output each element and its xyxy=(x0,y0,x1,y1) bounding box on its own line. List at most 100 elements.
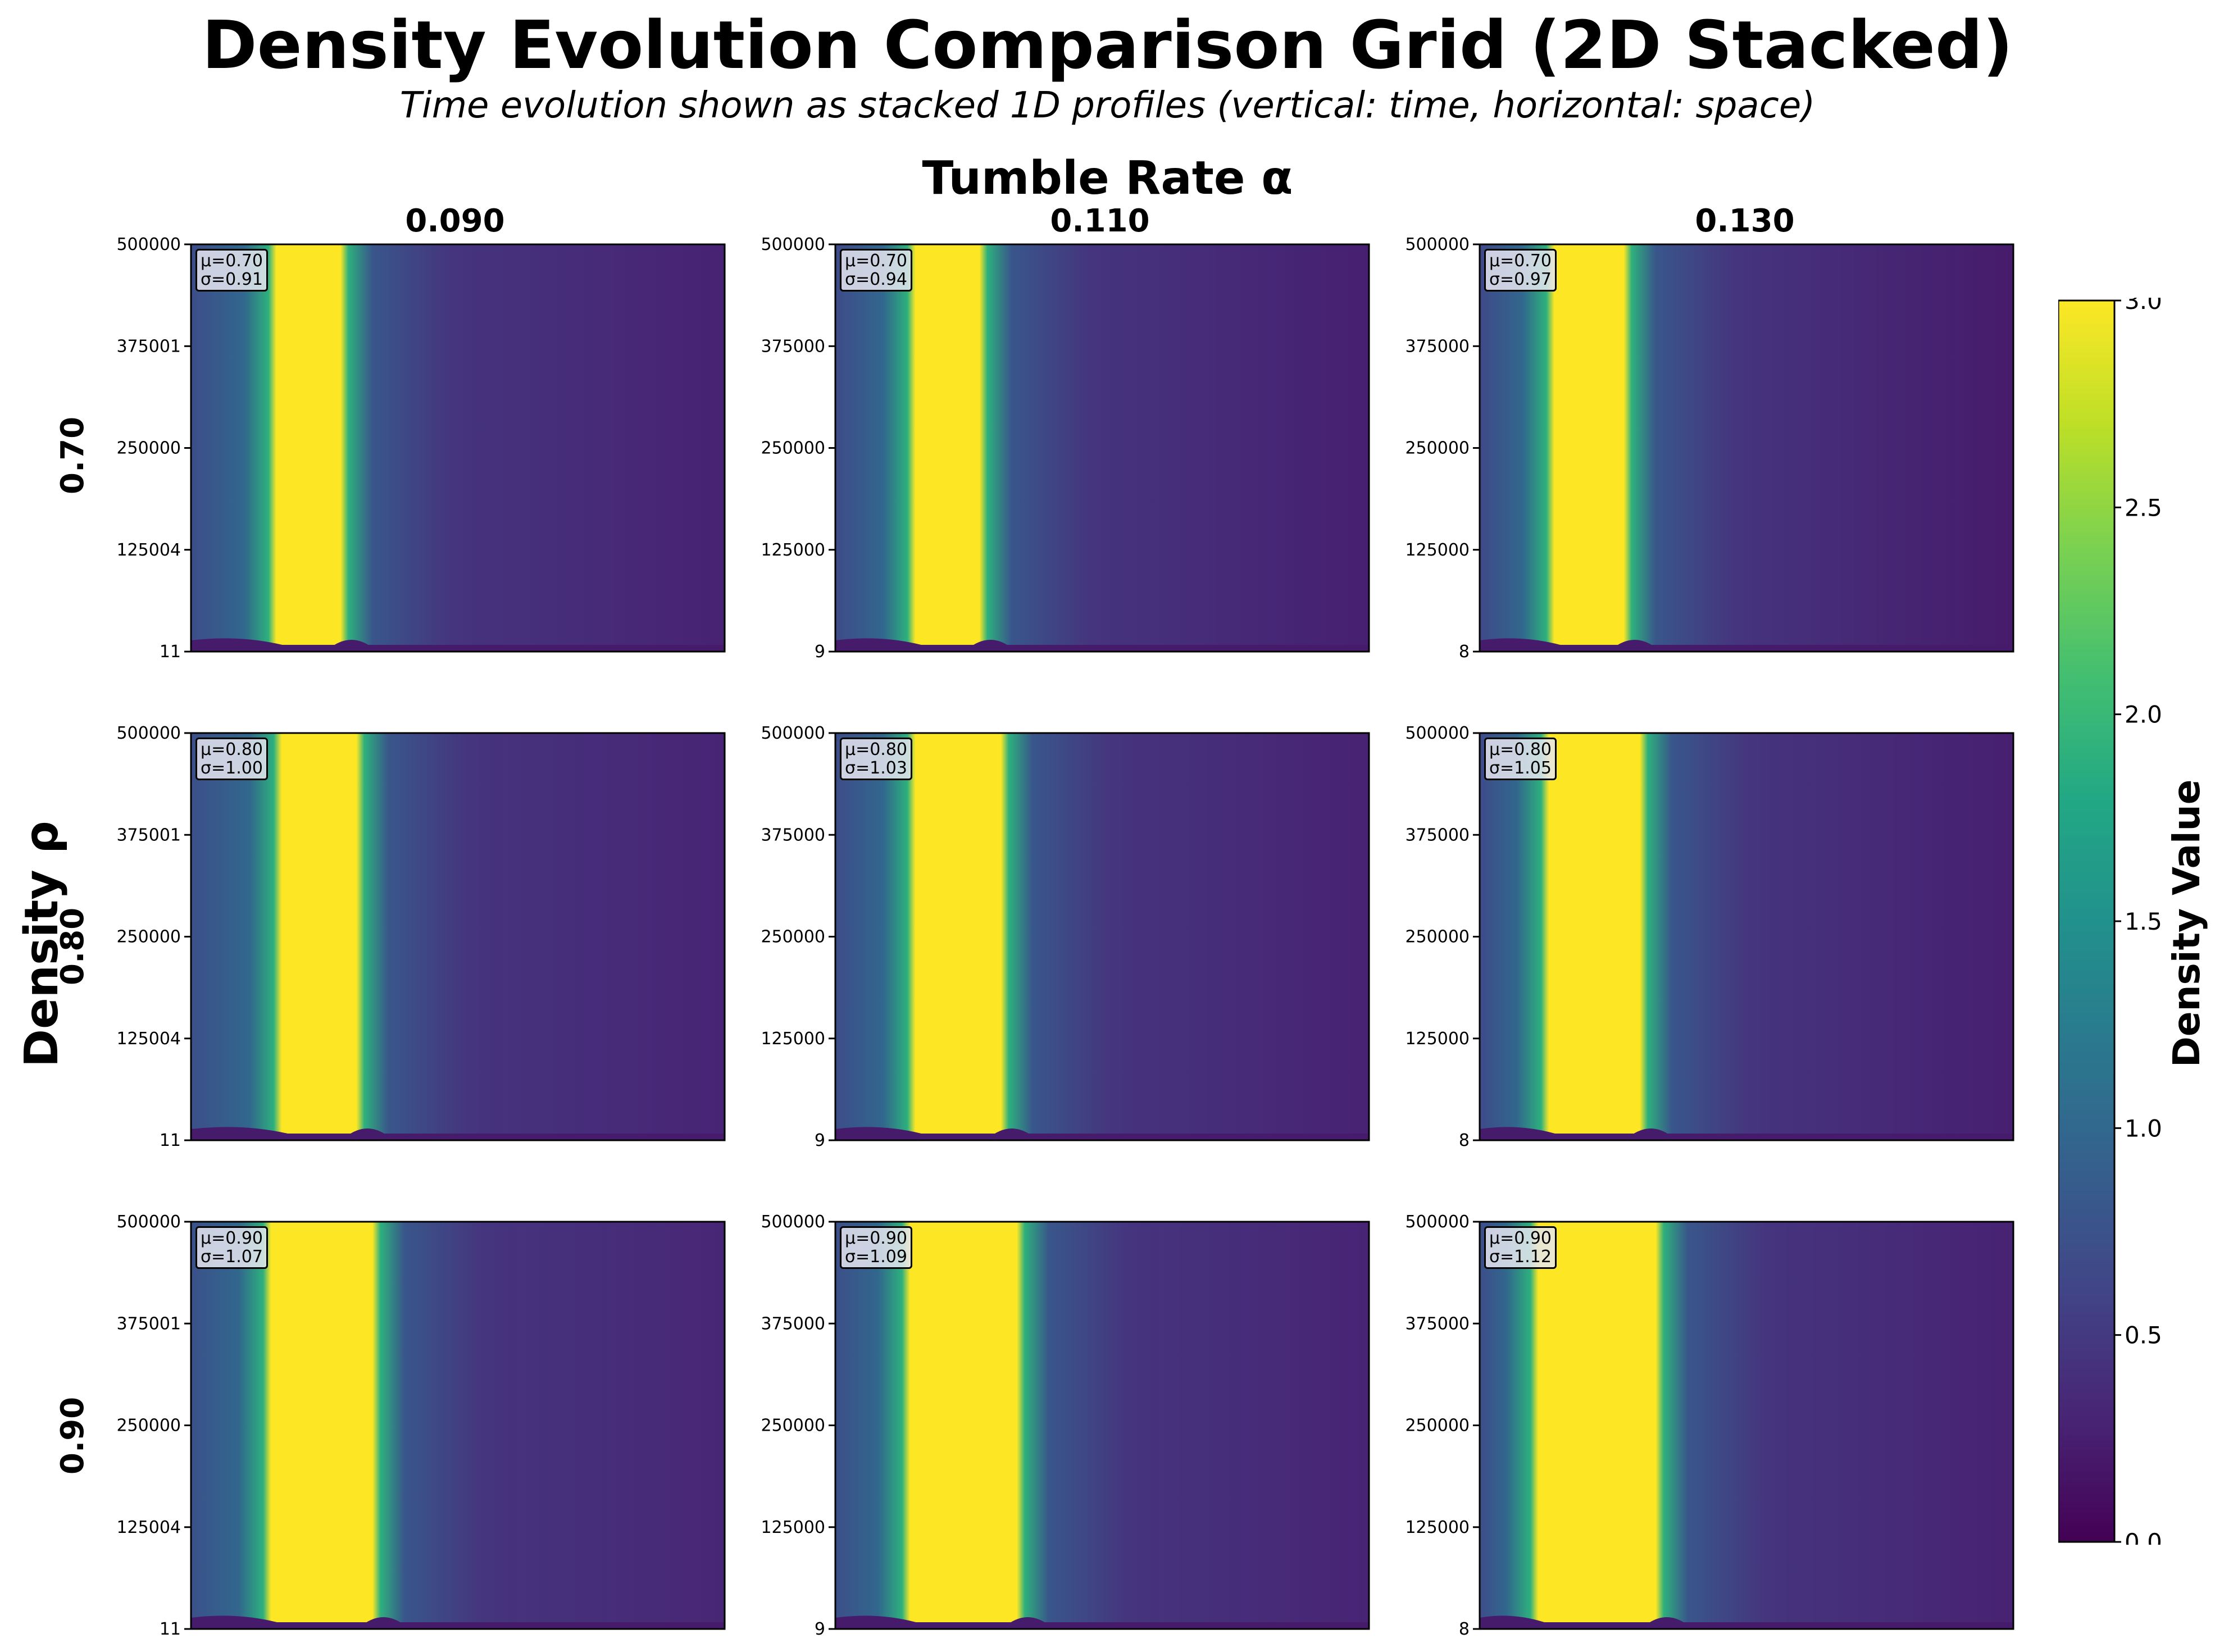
stats-sigma: σ=0.91 xyxy=(201,270,263,289)
stats-sigma: σ=0.94 xyxy=(845,270,907,289)
ytick-label: 8 xyxy=(1459,1131,1470,1150)
initial-profile xyxy=(835,638,1369,652)
heatmap-svg: 11 125004 250000 375001 500000 xyxy=(116,723,726,1150)
ytick-label: 500000 xyxy=(116,235,181,254)
colorbar-tick-label: 0.0 xyxy=(2125,1528,2162,1545)
ytick-label: 125004 xyxy=(116,1518,181,1537)
ytick-label: 250000 xyxy=(1405,439,1470,458)
stats-box: μ=0.90 σ=1.07 xyxy=(195,1226,269,1269)
ytick-label: 250000 xyxy=(116,439,181,458)
colorbar-tick-label: 1.0 xyxy=(2125,1114,2162,1142)
colorbar-gradient xyxy=(2057,299,2116,1543)
ytick-label: 375001 xyxy=(116,336,181,356)
ytick-label: 125000 xyxy=(1405,540,1470,560)
stats-sigma: σ=1.03 xyxy=(845,758,907,778)
ytick-label: 375000 xyxy=(1405,336,1470,356)
ytick-label: 375000 xyxy=(1405,1314,1470,1334)
stats-box: μ=0.90 σ=1.09 xyxy=(840,1226,913,1269)
ytick-label: 125004 xyxy=(116,540,181,560)
stats-mu: μ=0.80 xyxy=(201,740,263,759)
ytick-label: 250000 xyxy=(761,927,825,947)
ytick-label: 125000 xyxy=(1405,1029,1470,1049)
heatmap-svg: 8 125000 250000 375000 500000 xyxy=(1405,235,2014,662)
heatmap-svg: 11 125004 250000 375001 500000 xyxy=(116,1212,726,1639)
stats-mu: μ=0.90 xyxy=(845,1228,908,1248)
row-title-1: 0.80 xyxy=(54,907,91,985)
figure-title: Density Evolution Comparison Grid (2D St… xyxy=(202,6,2013,84)
heatmap-field xyxy=(191,1222,725,1629)
stats-sigma: σ=1.09 xyxy=(845,1247,907,1267)
ytick-label: 375000 xyxy=(761,825,825,845)
heatmap-svg: 8 125000 250000 375000 500000 xyxy=(1405,723,2014,1150)
ytick-label: 375001 xyxy=(116,825,181,845)
ytick-label: 375000 xyxy=(761,1314,825,1334)
ytick-label: 500000 xyxy=(761,723,825,743)
heatmap-field xyxy=(1480,1222,2013,1629)
colorbar-tick-label: 2.5 xyxy=(2125,494,2162,521)
stats-box: μ=0.80 σ=1.05 xyxy=(1484,738,1557,780)
colorbar-svg: 0.0 0.5 1.0 1.5 2.0 2.5 3.0 xyxy=(2057,287,2162,1556)
heatmap-field xyxy=(1480,733,2013,1140)
column-title-1: 0.110 xyxy=(1050,203,1150,239)
ytick-label: 500000 xyxy=(1405,235,1470,254)
stats-box: μ=0.80 σ=1.00 xyxy=(195,738,269,780)
stats-mu: μ=0.70 xyxy=(201,251,263,271)
ytick-label: 125000 xyxy=(1405,1518,1470,1537)
heatmap-field xyxy=(1480,244,2013,652)
heatmap-field xyxy=(835,244,1369,652)
initial-profile xyxy=(1480,638,2013,652)
heatmap-panel: 8 125000 250000 375000 500000 μ=0.90 σ=1.12 xyxy=(1405,1212,2014,1639)
stats-sigma: σ=1.00 xyxy=(201,758,263,778)
initial-profile xyxy=(191,1615,725,1629)
initial-profile xyxy=(835,1615,1369,1629)
ytick-label: 375000 xyxy=(761,336,825,356)
heatmap-panel: 8 125000 250000 375000 500000 μ=0.70 σ=0.97 xyxy=(1405,235,2014,662)
ytick-label: 500000 xyxy=(761,235,825,254)
column-super-label: Tumble Rate α xyxy=(922,152,1293,205)
heatmap-svg: 9 125000 250000 375000 500000 xyxy=(761,235,1370,662)
heatmap-panel: 11 125004 250000 375001 500000 μ=0.80 σ=1.00 xyxy=(116,723,726,1150)
ytick-label: 500000 xyxy=(761,1212,825,1232)
ytick-label: 375001 xyxy=(116,1314,181,1334)
ytick-label: 11 xyxy=(160,1619,181,1639)
heatmap-field xyxy=(191,244,725,652)
ytick-label: 125004 xyxy=(116,1029,181,1049)
stats-box: μ=0.90 σ=1.12 xyxy=(1484,1226,1557,1269)
ytick-label: 9 xyxy=(815,642,825,662)
ytick-label: 500000 xyxy=(1405,723,1470,743)
heatmap-panel: 8 125000 250000 375000 500000 μ=0.80 σ=1.05 xyxy=(1405,723,2014,1150)
stats-mu: μ=0.80 xyxy=(845,740,908,759)
stats-box: μ=0.70 σ=0.97 xyxy=(1484,249,1557,292)
ytick-label: 250000 xyxy=(1405,1416,1470,1436)
ytick-label: 9 xyxy=(815,1619,825,1639)
ytick-label: 250000 xyxy=(116,1416,181,1436)
stats-mu: μ=0.90 xyxy=(1489,1228,1552,1248)
heatmap-panel: 11 125004 250000 375001 500000 μ=0.70 σ=0.91 xyxy=(116,235,726,662)
ytick-label: 250000 xyxy=(761,439,825,458)
colorbar-tick-label: 0.5 xyxy=(2125,1322,2162,1349)
initial-profile xyxy=(835,1127,1369,1140)
stats-sigma: σ=1.07 xyxy=(201,1247,263,1267)
initial-profile xyxy=(1480,1127,2013,1140)
colorbar: 0.0 0.5 1.0 1.5 2.0 2.5 3.0 xyxy=(2057,287,2187,1556)
ytick-label: 11 xyxy=(160,642,181,662)
heatmap-panel: 9 125000 250000 375000 500000 μ=0.90 σ=1.09 xyxy=(761,1212,1370,1639)
ytick-label: 8 xyxy=(1459,1619,1470,1639)
colorbar-tick-label: 3.0 xyxy=(2125,298,2162,315)
stats-sigma: σ=1.05 xyxy=(1489,758,1552,778)
initial-profile xyxy=(191,1127,725,1140)
row-title-2: 0.90 xyxy=(54,1396,91,1474)
heatmap-svg: 9 125000 250000 375000 500000 xyxy=(761,723,1370,1150)
heatmap-field xyxy=(835,1222,1369,1629)
heatmap-svg: 11 125004 250000 375001 500000 xyxy=(116,235,726,662)
stats-sigma: σ=0.97 xyxy=(1489,270,1552,289)
column-title-2: 0.130 xyxy=(1695,203,1795,239)
ytick-label: 250000 xyxy=(116,927,181,947)
ytick-label: 125000 xyxy=(761,1029,825,1049)
ytick-label: 8 xyxy=(1459,642,1470,662)
ytick-label: 500000 xyxy=(1405,1212,1470,1232)
ytick-label: 11 xyxy=(160,1131,181,1150)
ytick-label: 9 xyxy=(815,1131,825,1150)
stats-box: μ=0.70 σ=0.94 xyxy=(840,249,913,292)
row-title-0: 0.70 xyxy=(54,416,91,494)
